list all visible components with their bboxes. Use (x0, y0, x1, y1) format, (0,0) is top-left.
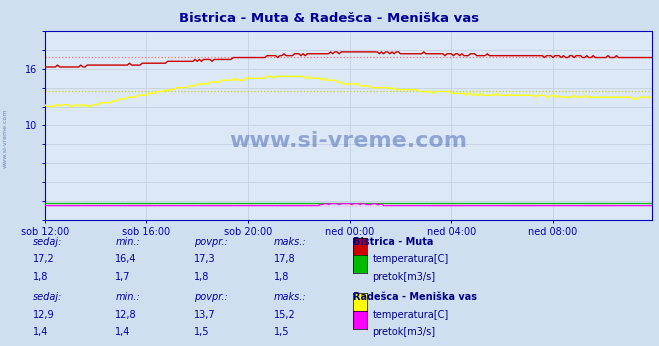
Text: 17,3: 17,3 (194, 254, 216, 264)
Text: temperatura[C]: temperatura[C] (372, 254, 449, 264)
Text: povpr.:: povpr.: (194, 237, 228, 247)
Text: maks.:: maks.: (273, 292, 306, 302)
Text: 1,4: 1,4 (33, 327, 48, 337)
Text: 1,8: 1,8 (273, 272, 289, 282)
Text: sedaj:: sedaj: (33, 292, 63, 302)
Text: pretok[m3/s]: pretok[m3/s] (372, 272, 436, 282)
Text: Bistrica - Muta & Radešca - Meniška vas: Bistrica - Muta & Radešca - Meniška vas (179, 12, 480, 25)
Text: Bistrica - Muta: Bistrica - Muta (353, 237, 433, 247)
Text: temperatura[C]: temperatura[C] (372, 310, 449, 320)
Text: maks.:: maks.: (273, 237, 306, 247)
Text: min.:: min.: (115, 237, 140, 247)
Text: 1,7: 1,7 (115, 272, 131, 282)
Text: 1,5: 1,5 (194, 327, 210, 337)
Text: povpr.:: povpr.: (194, 292, 228, 302)
Text: 15,2: 15,2 (273, 310, 295, 320)
Text: 17,8: 17,8 (273, 254, 295, 264)
Text: 17,2: 17,2 (33, 254, 55, 264)
Text: 1,4: 1,4 (115, 327, 130, 337)
Text: www.si-vreme.com: www.si-vreme.com (3, 109, 8, 168)
Text: 12,9: 12,9 (33, 310, 55, 320)
Text: sedaj:: sedaj: (33, 237, 63, 247)
Text: 13,7: 13,7 (194, 310, 216, 320)
Text: www.si-vreme.com: www.si-vreme.com (229, 130, 468, 151)
Text: 16,4: 16,4 (115, 254, 137, 264)
Text: 12,8: 12,8 (115, 310, 137, 320)
Text: min.:: min.: (115, 292, 140, 302)
Text: 1,8: 1,8 (33, 272, 48, 282)
Text: 1,8: 1,8 (194, 272, 210, 282)
Text: pretok[m3/s]: pretok[m3/s] (372, 327, 436, 337)
Text: 1,5: 1,5 (273, 327, 289, 337)
Text: Radešca - Meniška vas: Radešca - Meniška vas (353, 292, 476, 302)
